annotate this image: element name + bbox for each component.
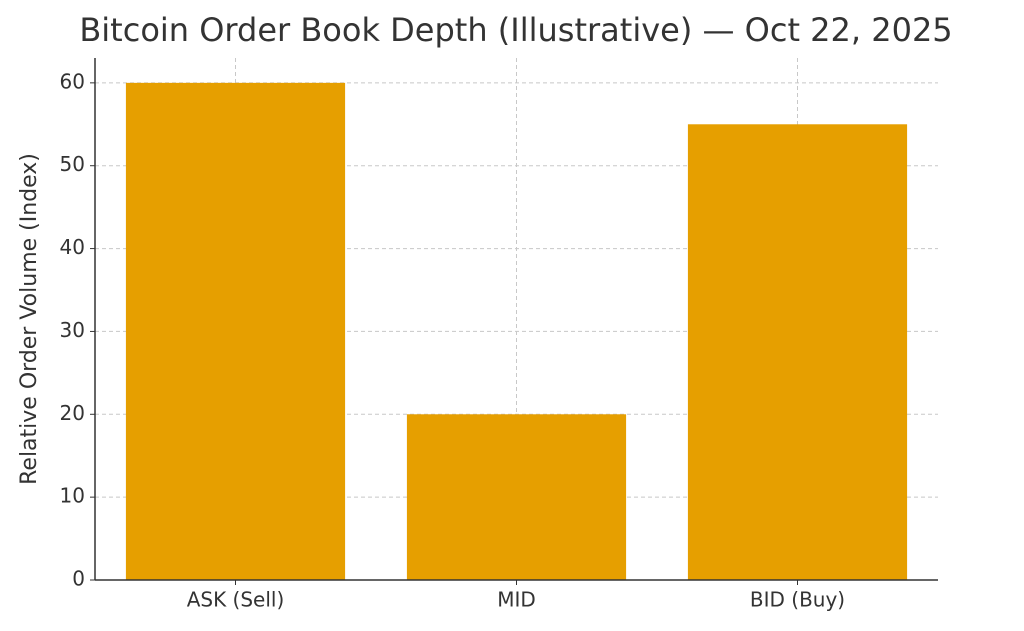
y-tick-label: 30 [60,318,85,342]
y-axis-label: Relative Order Volume (Index) [17,153,42,485]
y-tick-label: 20 [60,401,85,425]
bar [406,414,627,580]
y-tick-label: 60 [60,69,85,93]
y-tick-label: 0 [72,567,85,591]
chart-title: Bitcoin Order Book Depth (Illustrative) … [79,11,952,49]
x-tick-label: ASK (Sell) [187,588,285,612]
y-tick-label: 40 [60,235,85,259]
x-tick-label: BID (Buy) [750,588,845,612]
x-tick-label: MID [497,588,536,612]
y-tick-label: 50 [60,152,85,176]
bar [125,82,346,580]
bar [687,124,908,581]
y-tick-label: 10 [60,484,85,508]
